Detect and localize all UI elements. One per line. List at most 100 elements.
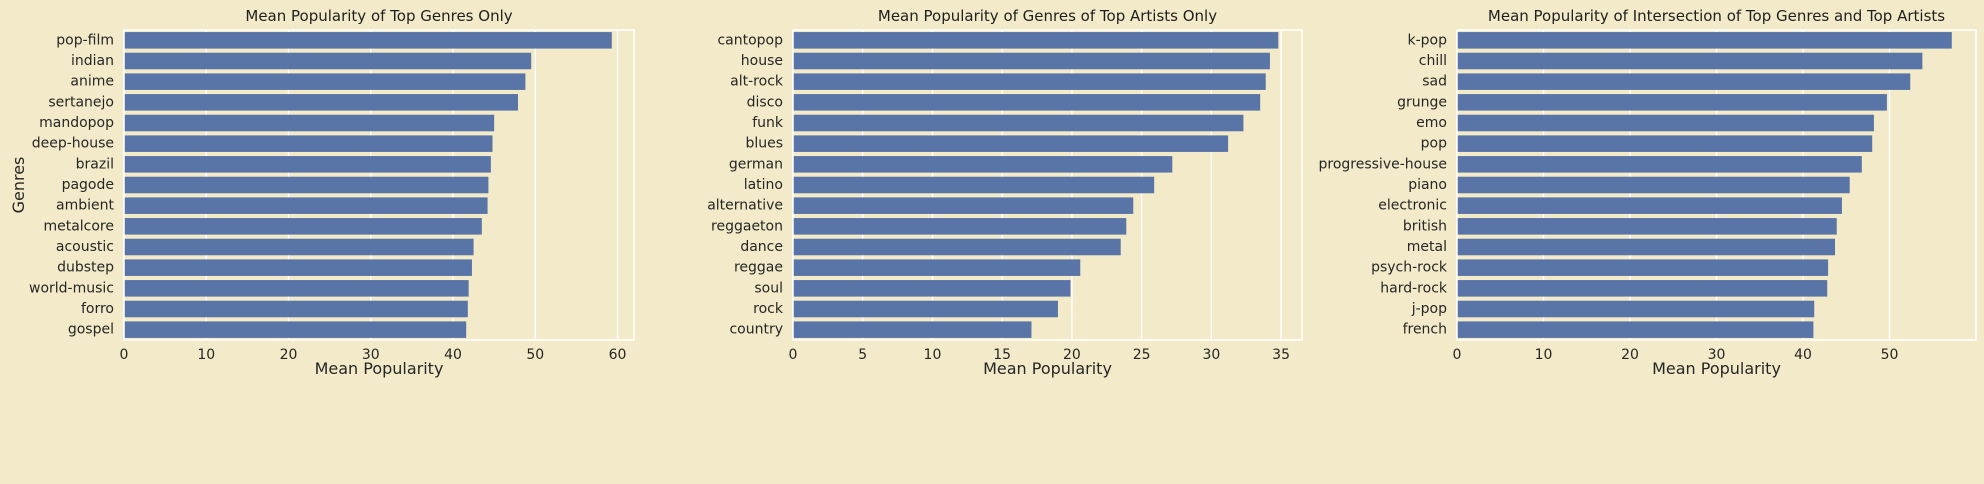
- y-tick-label: rock: [753, 301, 784, 317]
- y-tick-label: sertanejo: [48, 94, 114, 110]
- y-tick-label: j-pop: [1411, 301, 1447, 317]
- y-tick-label: alternative: [707, 198, 783, 214]
- chart-panel-2: cantopop house alt-rock disco funk blues germa…: [707, 7, 1303, 378]
- x-axis-label: Mean Popularity: [315, 359, 444, 378]
- y-tick-label: disco: [747, 94, 783, 110]
- x-axis-label: Mean Popularity: [1652, 359, 1781, 378]
- bar-dance: [793, 238, 1121, 256]
- y-tick-label: grunge: [1397, 94, 1447, 110]
- x-tick-label: 10: [197, 347, 215, 363]
- y-tick-label: reggae: [734, 260, 783, 276]
- x-tick-label: 10: [1535, 347, 1553, 363]
- y-tick-label: sad: [1422, 74, 1447, 90]
- bar-cantopop: [793, 32, 1279, 49]
- x-tick-label: 0: [1453, 347, 1462, 363]
- plot-frame: [792, 29, 1303, 341]
- x-tick-label: 25: [1133, 347, 1151, 363]
- y-axis-label: Genres: [9, 157, 28, 214]
- y-tick-label: ambient: [56, 198, 114, 214]
- bar-rock: [793, 300, 1058, 318]
- y-tick-label: pop-film: [56, 32, 114, 48]
- chart-panel-3: k-pop chill sad grunge emo pop progressive-hou…: [1319, 7, 1977, 378]
- bar-emo: [1457, 114, 1874, 132]
- y-tick-label: dubstep: [57, 260, 114, 276]
- y-tick-label: cantopop: [717, 32, 783, 48]
- bar-world-music: [124, 280, 469, 297]
- x-tick-label: 40: [444, 347, 462, 363]
- bar-progressive-house: [1457, 156, 1862, 173]
- y-tick-label: british: [1403, 218, 1447, 234]
- y-tick-label: emo: [1416, 115, 1447, 131]
- y-tick-label: reggaeton: [711, 218, 783, 234]
- bar-grunge: [1457, 94, 1887, 111]
- plot-frame: [1456, 29, 1977, 341]
- x-tick-label: 10: [924, 347, 942, 363]
- bar-j-pop: [1457, 300, 1815, 318]
- bar-brazil: [124, 156, 491, 173]
- bar-acoustic: [124, 238, 474, 256]
- bar-indian: [124, 52, 532, 70]
- bar-metalcore: [124, 218, 482, 235]
- x-tick-label: 30: [1202, 347, 1220, 363]
- bar-latino: [793, 176, 1155, 194]
- x-tick-label: 30: [1708, 347, 1726, 363]
- bar-blues: [793, 135, 1229, 152]
- chart-title: Mean Popularity of Intersection of Top G…: [1488, 7, 1945, 25]
- bar-anime: [124, 73, 526, 90]
- bar-k-pop: [1457, 32, 1952, 49]
- y-tick-label: acoustic: [56, 239, 114, 255]
- bar-soul: [793, 280, 1071, 297]
- y-tick-label: pop: [1421, 136, 1447, 152]
- y-tick-label: metal: [1407, 239, 1447, 255]
- x-tick-label: 20: [1063, 347, 1081, 363]
- bar-reggaeton: [793, 218, 1127, 235]
- y-tick-label: funk: [752, 115, 784, 131]
- y-tick-label: world-music: [29, 280, 114, 296]
- y-tick-label: latino: [744, 177, 783, 193]
- x-tick-label: 15: [993, 347, 1011, 363]
- y-tick-label: hard-rock: [1380, 280, 1448, 296]
- bar-sad: [1457, 73, 1911, 90]
- y-tick-label: progressive-house: [1319, 156, 1448, 172]
- bar-pop: [1457, 135, 1873, 152]
- y-tick-label: chill: [1419, 53, 1447, 69]
- bar-sertanejo: [124, 94, 519, 111]
- bar-german: [793, 156, 1173, 173]
- y-tick-label: deep-house: [32, 136, 114, 152]
- x-tick-label: 0: [120, 347, 129, 363]
- y-tick-label: gospel: [68, 322, 114, 338]
- y-tick-label: house: [741, 53, 783, 69]
- bar-gospel: [124, 321, 467, 338]
- x-tick-label: 60: [609, 347, 627, 363]
- bar-disco: [793, 94, 1261, 111]
- bar-pop-film: [124, 32, 612, 49]
- chart-title: Mean Popularity of Genres of Top Artists…: [878, 7, 1217, 25]
- y-tick-label: electronic: [1378, 198, 1447, 214]
- x-tick-label: 40: [1794, 347, 1812, 363]
- y-tick-label: indian: [71, 53, 114, 69]
- bar-alt-rock: [793, 73, 1266, 90]
- bar-british: [1457, 218, 1837, 235]
- bar-forro: [124, 300, 468, 318]
- y-tick-label: blues: [745, 136, 783, 152]
- plot-frame: [123, 29, 635, 341]
- y-tick-label: german: [729, 156, 783, 172]
- y-tick-label: psych-rock: [1371, 260, 1448, 276]
- bar-psych-rock: [1457, 259, 1829, 276]
- x-tick-label: 35: [1272, 347, 1290, 363]
- y-tick-label: alt-rock: [730, 74, 784, 90]
- x-tick-label: 5: [858, 347, 867, 363]
- bar-alternative: [793, 197, 1134, 214]
- bar-dubstep: [124, 259, 472, 276]
- bar-house: [793, 52, 1270, 70]
- x-tick-label: 0: [789, 347, 798, 363]
- y-tick-label: forro: [81, 301, 114, 317]
- bar-electronic: [1457, 197, 1842, 214]
- y-tick-label: dance: [740, 239, 783, 255]
- x-tick-label: 50: [1881, 347, 1899, 363]
- chart-title: Mean Popularity of Top Genres Only: [245, 7, 512, 25]
- bar-french: [1457, 321, 1814, 338]
- bar-chill: [1457, 52, 1923, 70]
- bar-metal: [1457, 238, 1836, 256]
- y-tick-label: mandopop: [39, 115, 114, 131]
